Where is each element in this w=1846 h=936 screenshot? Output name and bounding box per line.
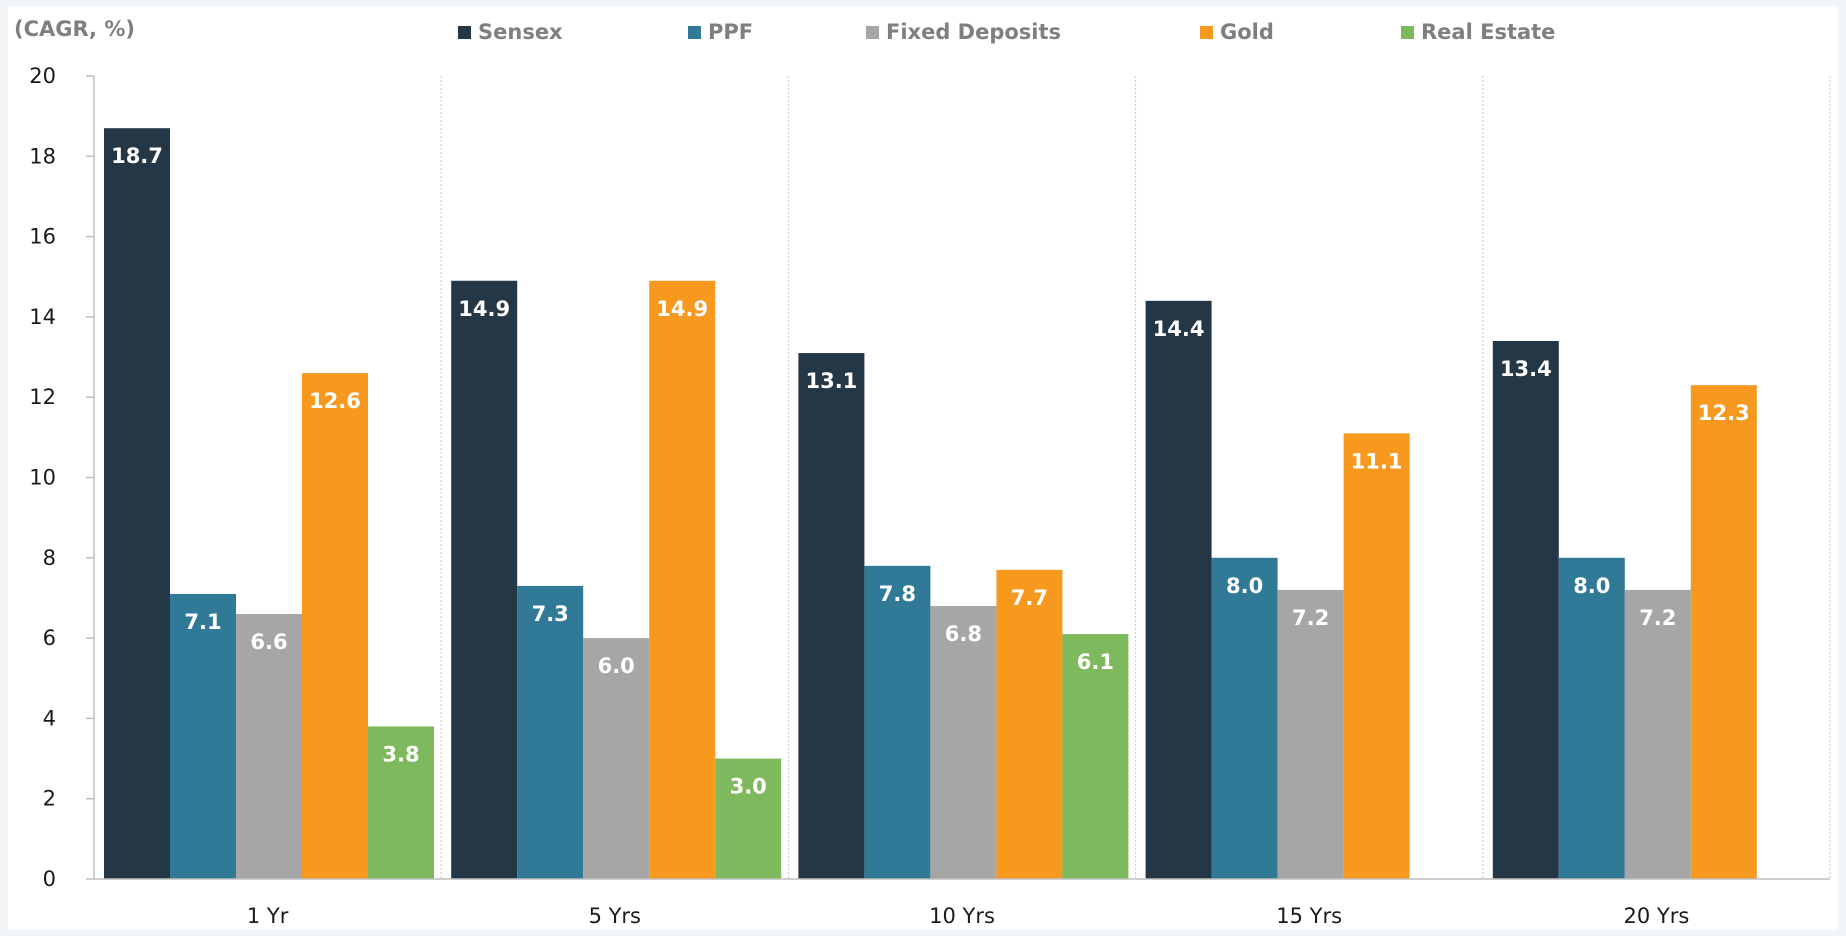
category-separators xyxy=(440,76,1831,879)
y-tick-label: 16 xyxy=(29,225,56,249)
y-tick-label: 18 xyxy=(29,144,56,168)
data-label: 12.3 xyxy=(1698,401,1750,425)
data-label: 7.8 xyxy=(879,582,916,606)
bar-ppf xyxy=(1558,557,1625,879)
bar-chart: (CAGR, %) Sensex PPF Fixed Deposits Gold Rea… xyxy=(14,17,1831,928)
y-tick-label: 0 xyxy=(43,867,56,891)
bar-sensex xyxy=(451,280,518,879)
data-label: 13.4 xyxy=(1500,357,1552,381)
bar-gold xyxy=(1343,433,1410,879)
data-label: 6.1 xyxy=(1077,650,1114,674)
bar-real-estate xyxy=(1062,634,1129,879)
chart-card: (CAGR, %) Sensex PPF Fixed Deposits Gold Rea… xyxy=(8,6,1838,930)
bar-real-estate xyxy=(715,758,782,879)
legend-swatch xyxy=(1200,26,1213,39)
bar-gold xyxy=(1690,385,1757,879)
bar-sensex xyxy=(1145,300,1212,880)
y-tick-label: 8 xyxy=(43,546,56,570)
legend-label: Gold xyxy=(1220,20,1274,44)
data-label: 14.9 xyxy=(656,297,708,321)
data-label: 8.0 xyxy=(1573,574,1610,598)
bar-sensex xyxy=(104,128,170,879)
x-axis: 1 Yr 5 Yrs 10 Yrs 15 Yrs 20 Yrs xyxy=(94,878,1830,928)
y-tick-label: 6 xyxy=(43,626,56,650)
legend-swatch xyxy=(866,26,879,39)
x-tick-label: 20 Yrs xyxy=(1623,904,1689,928)
legend-label: Real Estate xyxy=(1421,20,1555,44)
x-tick-label: 5 Yrs xyxy=(589,904,641,928)
data-label: 7.2 xyxy=(1292,606,1329,630)
legend-swatch xyxy=(1401,26,1414,39)
bar-fixed-deposits xyxy=(1624,589,1691,879)
x-tick-label: 10 Yrs xyxy=(929,904,995,928)
data-label: 11.1 xyxy=(1351,449,1403,473)
bars xyxy=(104,128,1757,880)
data-label: 14.4 xyxy=(1153,317,1205,341)
bar-ppf xyxy=(1211,557,1278,879)
data-label: 14.9 xyxy=(458,297,510,321)
y-tick-label: 4 xyxy=(43,706,56,730)
x-tick-label: 15 Yrs xyxy=(1276,904,1342,928)
legend-swatch xyxy=(688,26,701,39)
bar-ppf xyxy=(517,585,584,879)
bar-sensex xyxy=(1492,340,1559,879)
legend: Sensex PPF Fixed Deposits Gold Real Estate xyxy=(458,20,1555,44)
y-unit-label: (CAGR, %) xyxy=(14,17,135,41)
data-labels: 18.7 7.1 6.6 12.6 3.8 14.9 7.3 6.0 14.9 3.0 13.1 7.… xyxy=(111,144,1750,798)
legend-label: Sensex xyxy=(478,20,563,44)
data-label: 6.0 xyxy=(598,654,635,678)
bar-fixed-deposits xyxy=(930,605,997,879)
y-axis: 0 2 4 6 8 10 12 14 16 18 20 xyxy=(29,64,95,891)
data-label: 7.1 xyxy=(184,610,221,634)
data-label: 3.0 xyxy=(730,775,767,799)
data-label: 12.6 xyxy=(309,389,361,413)
data-label: 7.2 xyxy=(1639,606,1676,630)
data-label: 6.6 xyxy=(250,630,287,654)
bar-ppf xyxy=(170,593,236,879)
y-tick-label: 12 xyxy=(29,385,56,409)
bar-real-estate xyxy=(368,726,434,879)
data-label: 13.1 xyxy=(805,369,857,393)
bar-fixed-deposits xyxy=(1277,589,1344,879)
legend-label: Fixed Deposits xyxy=(886,20,1061,44)
y-tick-label: 10 xyxy=(29,466,56,490)
data-label: 18.7 xyxy=(111,144,163,168)
x-tick-label: 1 Yr xyxy=(247,904,289,928)
bar-fixed-deposits xyxy=(583,638,650,879)
data-label: 7.3 xyxy=(532,602,569,626)
bar-gold xyxy=(302,373,368,879)
bar-sensex xyxy=(798,353,865,879)
y-tick-label: 2 xyxy=(43,787,56,811)
legend-label: PPF xyxy=(708,20,753,44)
data-label: 8.0 xyxy=(1226,574,1263,598)
y-tick-label: 14 xyxy=(29,305,56,329)
data-label: 7.7 xyxy=(1011,586,1048,610)
bar-fixed-deposits xyxy=(236,614,302,879)
bar-ppf xyxy=(864,565,931,879)
y-tick-label: 20 xyxy=(29,64,56,88)
bar-gold xyxy=(649,280,716,879)
legend-swatch xyxy=(458,26,471,39)
data-label: 3.8 xyxy=(382,742,419,766)
data-label: 6.8 xyxy=(945,622,982,646)
bar-gold xyxy=(996,569,1063,879)
